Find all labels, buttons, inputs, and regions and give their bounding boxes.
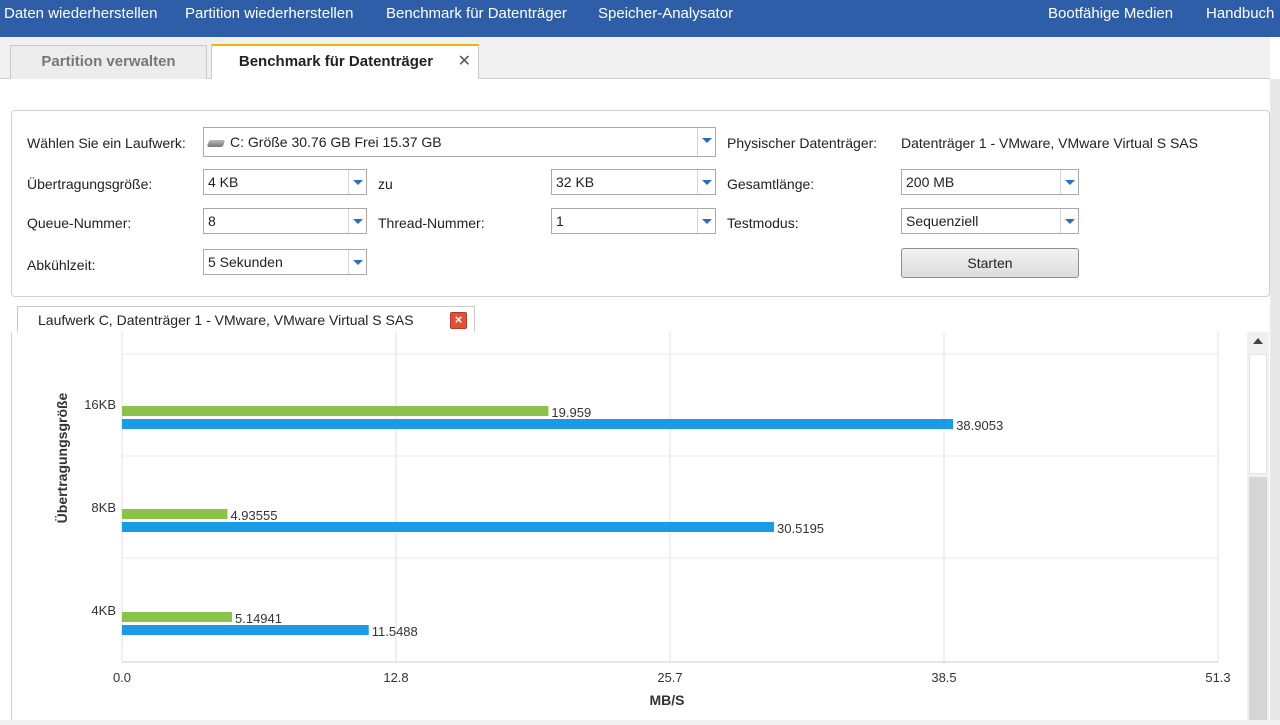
test-mode-select[interactable]: Sequenziell — [901, 208, 1079, 234]
x-tick-label: 38.5 — [931, 670, 956, 685]
total-length-value: 200 MB — [906, 174, 955, 190]
data-label: 5.14941 — [235, 611, 282, 626]
cooldown-value: 5 Sekunden — [208, 254, 283, 270]
chevron-down-icon[interactable] — [348, 170, 366, 194]
scroll-up-icon[interactable] — [1253, 338, 1263, 344]
nav-benchmark[interactable]: Benchmark für Datenträger — [386, 5, 567, 22]
chevron-down-icon[interactable] — [1060, 170, 1078, 194]
bar — [122, 612, 233, 622]
thread-number-label: Thread-Nummer: — [378, 215, 485, 231]
bar — [122, 509, 228, 519]
tab-label: Partition verwalten — [41, 53, 176, 70]
nav-handbuch[interactable]: Handbuch — [1206, 5, 1275, 22]
cooldown-select[interactable]: 5 Sekunden — [203, 249, 367, 275]
result-tab-label: Laufwerk C, Datenträger 1 - VMware, VMwa… — [38, 312, 414, 328]
transfer-size-from-value: 4 KB — [208, 174, 239, 190]
chevron-down-icon[interactable] — [348, 209, 366, 233]
close-icon[interactable]: ✕ — [457, 53, 471, 70]
chart-scrollbar[interactable] — [1247, 332, 1269, 720]
test-mode-label: Testmodus: — [727, 215, 799, 231]
x-tick-label: 0.0 — [113, 670, 131, 685]
x-tick-label: 12.8 — [383, 670, 408, 685]
tab-benchmark[interactable]: Benchmark für Datenträger ✕ — [211, 44, 479, 79]
top-navigation: Daten wiederherstellen Partition wiederh… — [0, 0, 1280, 37]
y-tick-label: 4KB — [91, 603, 116, 618]
bar — [122, 522, 775, 532]
data-label: 11.5488 — [372, 624, 418, 639]
x-tick-label: 51.3 — [1205, 670, 1230, 685]
tab-strip: Partition verwalten Benchmark für Datent… — [0, 37, 1280, 79]
chevron-down-icon[interactable] — [697, 209, 715, 233]
y-axis-title: Übertragungsgröße — [54, 392, 70, 523]
scroll-thumb[interactable] — [1249, 354, 1267, 474]
scroll-track[interactable] — [1249, 477, 1267, 720]
nav-speicher-analysator[interactable]: Speicher-Analysator — [598, 5, 734, 22]
chevron-down-icon[interactable] — [1060, 209, 1078, 233]
transfer-size-from-select[interactable]: 4 KB — [203, 169, 367, 195]
total-length-select[interactable]: 200 MB — [901, 169, 1079, 195]
physical-disk-value: Datenträger 1 - VMware, VMware Virtual S… — [901, 135, 1198, 151]
chevron-down-icon[interactable] — [697, 170, 715, 194]
benchmark-chart: 0.0 12.8 25.7 38.5 51.3 16KB 19.959 38.9053 8KB 4… — [54, 332, 1231, 708]
result-tab[interactable]: Laufwerk C, Datenträger 1 - VMware, VMwa… — [17, 306, 475, 333]
y-tick-label: 16KB — [84, 397, 116, 412]
window-edge — [1270, 79, 1280, 720]
transfer-size-to-value: 32 KB — [556, 174, 595, 190]
chevron-down-icon[interactable] — [697, 128, 715, 156]
thread-number-select[interactable]: 1 — [551, 208, 716, 234]
drive-value: C: Größe 30.76 GB Frei 15.37 GB — [230, 134, 442, 150]
chevron-down-icon[interactable] — [348, 250, 366, 274]
transfer-size-to-select[interactable]: 32 KB — [551, 169, 716, 195]
data-label: 30.5195 — [777, 521, 824, 536]
drive-label: Wählen Sie ein Laufwerk: — [27, 135, 186, 151]
queue-number-value: 8 — [208, 213, 216, 229]
y-tick-label: 8KB — [91, 500, 116, 515]
drive-icon — [206, 139, 226, 147]
bar — [122, 406, 549, 416]
data-label: 4.93555 — [230, 508, 277, 523]
nav-partition-wiederherstellen[interactable]: Partition wiederherstellen — [185, 5, 354, 22]
test-mode-value: Sequenziell — [906, 213, 979, 229]
close-icon[interactable]: × — [450, 312, 467, 329]
thread-number-value: 1 — [556, 213, 564, 229]
tab-partition-verwalten[interactable]: Partition verwalten — [10, 45, 207, 79]
physical-disk-label: Physischer Datenträger: — [727, 135, 878, 151]
nav-bootfaehige-medien[interactable]: Bootfähige Medien — [1048, 5, 1174, 22]
start-button[interactable]: Starten — [901, 248, 1079, 278]
chart-area: 0.0 12.8 25.7 38.5 51.3 16KB 19.959 38.9053 8KB 4… — [11, 332, 1247, 720]
queue-number-select[interactable]: 8 — [203, 208, 367, 234]
data-label: 19.959 — [551, 405, 591, 420]
x-tick-label: 25.7 — [657, 670, 682, 685]
scrollbar-top — [1270, 37, 1280, 79]
transfer-size-label: Übertragungsgröße: — [27, 176, 153, 192]
data-label: 38.9053 — [956, 418, 1003, 433]
benchmark-settings: Wählen Sie ein Laufwerk: C: Größe 30.76 … — [11, 110, 1270, 297]
cooldown-label: Abkühlzeit: — [27, 257, 96, 273]
bar — [122, 625, 369, 635]
tab-label: Benchmark für Datenträger — [238, 53, 434, 70]
x-axis-title: MB/S — [650, 692, 685, 708]
queue-number-label: Queue-Nummer: — [27, 215, 132, 231]
drive-select[interactable]: C: Größe 30.76 GB Frei 15.37 GB — [203, 127, 716, 157]
to-label: zu — [378, 176, 393, 192]
total-length-label: Gesamtlänge: — [727, 176, 815, 192]
nav-daten-wiederherstellen[interactable]: Daten wiederherstellen — [4, 5, 158, 22]
bar — [122, 419, 954, 429]
